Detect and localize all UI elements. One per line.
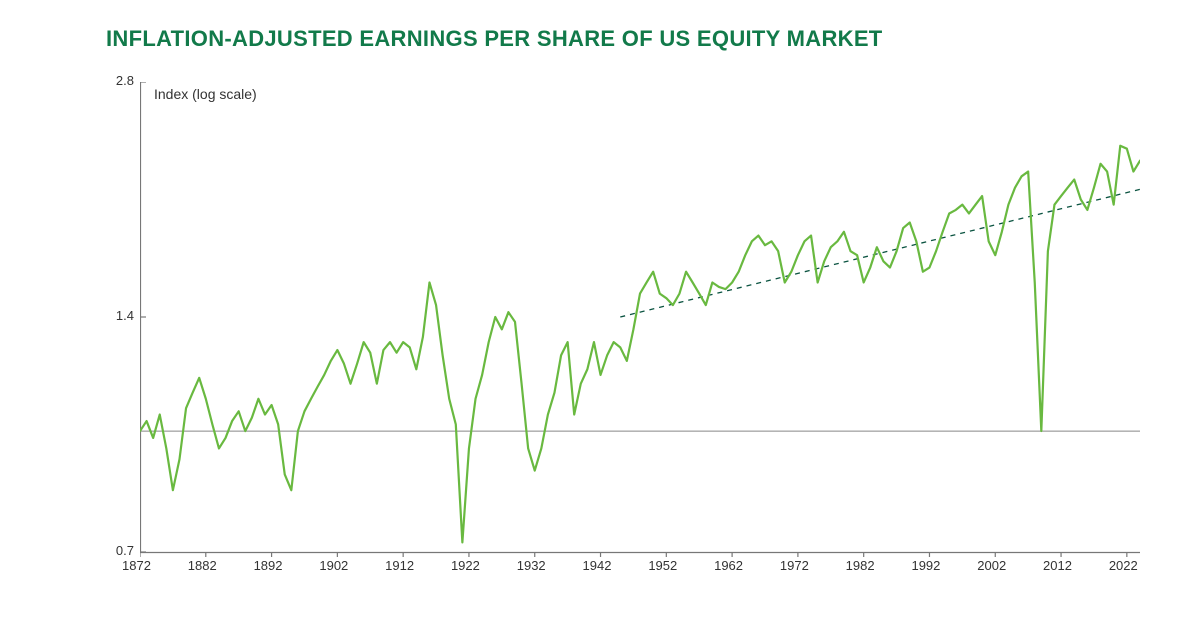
x-tick-label: 1932 — [517, 558, 546, 573]
y-tick-label: 0.7 — [106, 543, 134, 558]
x-tick-label: 1992 — [911, 558, 940, 573]
chart-container: INFLATION-ADJUSTED EARNINGS PER SHARE OF… — [0, 0, 1200, 630]
x-tick-label: 1882 — [188, 558, 217, 573]
chart-plot — [140, 82, 1140, 572]
x-tick-label: 1872 — [122, 558, 151, 573]
x-tick-label: 2022 — [1109, 558, 1138, 573]
x-tick-label: 2002 — [977, 558, 1006, 573]
x-tick-label: 1922 — [451, 558, 480, 573]
x-tick-label: 1892 — [254, 558, 283, 573]
x-tick-label: 1902 — [319, 558, 348, 573]
x-tick-label: 1912 — [385, 558, 414, 573]
earnings-line — [140, 146, 1140, 543]
x-tick-label: 1942 — [583, 558, 612, 573]
x-tick-label: 1962 — [714, 558, 743, 573]
x-tick-label: 1982 — [846, 558, 875, 573]
y-tick-label: 1.4 — [106, 308, 134, 323]
x-tick-label: 1972 — [780, 558, 809, 573]
x-tick-label: 2012 — [1043, 558, 1072, 573]
x-tick-label: 1952 — [648, 558, 677, 573]
y-tick-label: 2.8 — [106, 73, 134, 88]
chart-title: INFLATION-ADJUSTED EARNINGS PER SHARE OF… — [106, 26, 883, 52]
